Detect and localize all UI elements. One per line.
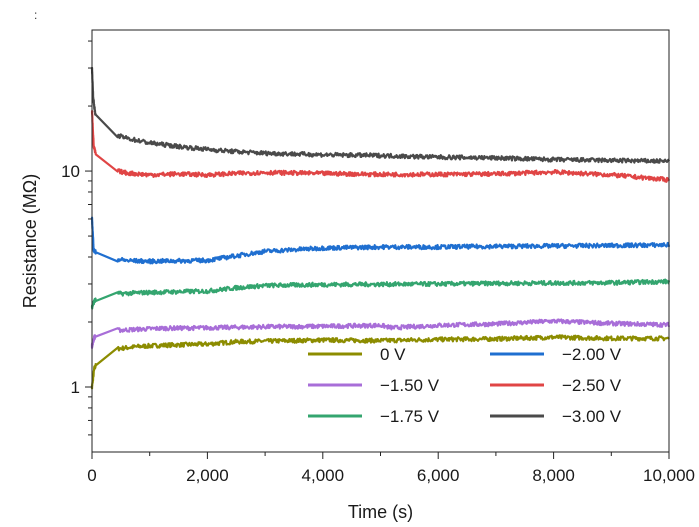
series-line-1	[90, 318, 671, 349]
series-layer	[90, 66, 671, 390]
series-line-5	[90, 66, 671, 164]
x-tick-label-0: 0	[87, 466, 96, 485]
x-axis-label: Time (s)	[348, 502, 413, 522]
y-tick-label-0: 1	[71, 378, 80, 397]
y-tick-label-1: 10	[61, 162, 80, 181]
series-line-3	[90, 216, 671, 265]
legend-label-2: −1.75 V	[380, 407, 440, 426]
x-tick-label-3: 6,000	[417, 466, 460, 485]
legend-label-0: 0 V	[380, 345, 406, 364]
legend: 0 V −1.50 V −1.75 V −2.00 V −2.50 V −3.00 V	[308, 345, 622, 426]
ticks-layer: 0 2,000 4,000 6,000 8,000 10,000 1 10	[61, 40, 695, 485]
series-line-4	[90, 110, 671, 183]
series-line-0	[90, 334, 670, 390]
legend-label-5: −3.00 V	[562, 407, 622, 426]
legend-label-1: −1.50 V	[380, 376, 440, 395]
legend-label-4: −2.50 V	[562, 376, 622, 395]
series-line-2	[90, 278, 671, 310]
y-axis-label: Resistance (MΩ)	[20, 174, 40, 308]
corner-mark: :	[34, 8, 38, 22]
x-tick-label-5: 10,000	[643, 466, 695, 485]
legend-label-3: −2.00 V	[562, 345, 622, 364]
x-tick-label-2: 4,000	[302, 466, 345, 485]
x-tick-label-4: 8,000	[532, 466, 575, 485]
x-tick-label-1: 2,000	[186, 466, 229, 485]
